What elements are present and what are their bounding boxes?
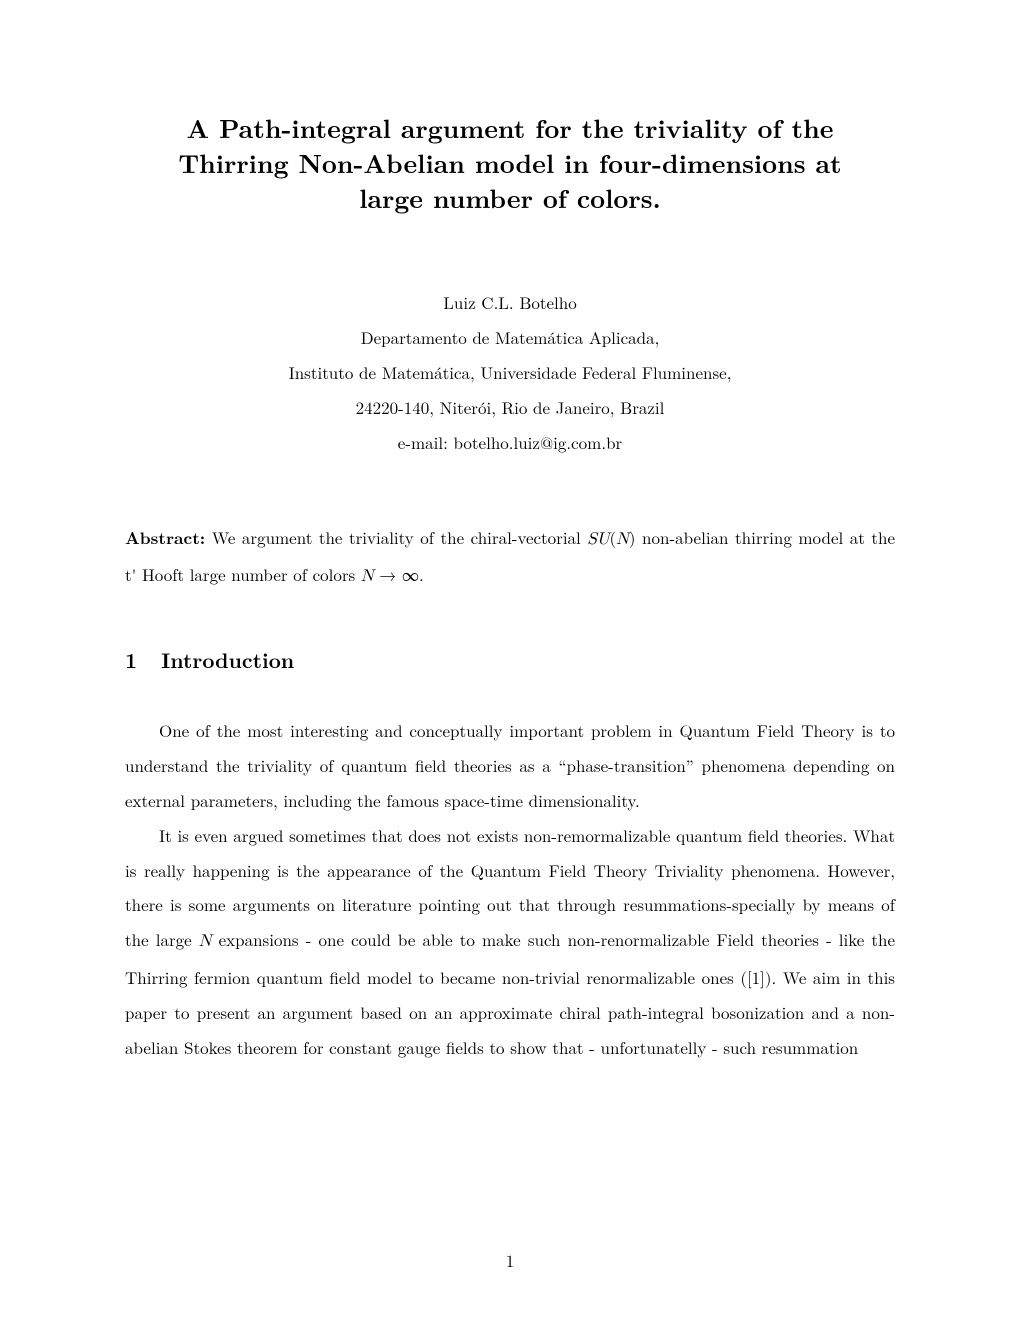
math-n: N xyxy=(616,531,629,548)
abstract-text-1: We argument the triviality of the chiral… xyxy=(205,525,587,549)
title-line-2: Thirring Non-Abelian model in four-dimen… xyxy=(178,144,841,181)
section-title: Introduction xyxy=(161,645,294,675)
page-number: 1 xyxy=(0,1248,1020,1272)
math-n-expansion: N xyxy=(199,933,212,950)
abstract-label: Abstract: xyxy=(125,526,205,550)
title-line-3: large number of colors. xyxy=(359,179,661,216)
author-department: Departamento de Matemática Aplicada, xyxy=(125,320,895,355)
author-email: e-mail: botelho.luiz@ig.com.br xyxy=(125,425,895,460)
paper-title: A Path-integral argument for the trivial… xyxy=(125,110,895,215)
author-name: Luiz C.L. Botelho xyxy=(125,285,895,320)
section-heading: 1 Introduction xyxy=(125,645,895,675)
title-block: A Path-integral argument for the trivial… xyxy=(125,110,895,215)
para2-suffix: expansions - one could be able to make s… xyxy=(125,927,895,1059)
author-block: Luiz C.L. Botelho Departamento de Matemá… xyxy=(125,285,895,459)
math-arrow: → ∞. xyxy=(374,562,424,586)
body-paragraph-2: It is even argued sometimes that does no… xyxy=(125,818,895,1065)
abstract: Abstract: We argument the triviality of … xyxy=(125,520,895,596)
author-address: 24220-140, Niterói, Rio de Janeiro, Braz… xyxy=(125,390,895,425)
body-paragraph-1: One of the most interesting and conceptu… xyxy=(125,713,895,818)
math-paren-close: ) xyxy=(629,525,636,549)
math-su: SU xyxy=(587,531,609,548)
author-institute: Instituto de Matemática, Universidade Fe… xyxy=(125,355,895,390)
math-n-limit: N xyxy=(361,568,374,585)
section-number: 1 xyxy=(125,645,137,675)
title-line-1: A Path-integral argument for the trivial… xyxy=(187,109,834,146)
